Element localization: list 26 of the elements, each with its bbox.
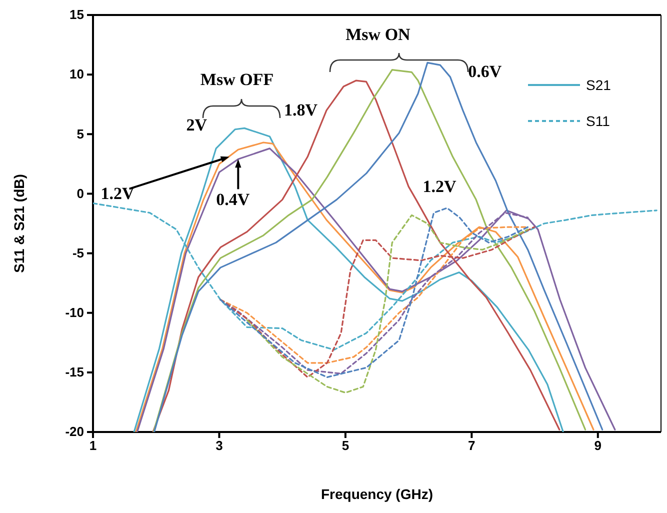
y-tick-label: -20 — [65, 424, 84, 440]
annotation: Msw ON — [346, 25, 412, 44]
x-tick-label: 1 — [89, 438, 97, 454]
y-tick-label: -15 — [65, 364, 84, 380]
y-tick-label: -10 — [65, 305, 84, 320]
x-axis-title: Frequency (GHz) — [320, 486, 434, 502]
x-tick-label: 7 — [468, 438, 476, 454]
y-tick-label: 10 — [70, 66, 84, 82]
annotation: 1.8V — [284, 100, 318, 120]
line-series — [246, 214, 529, 394]
annotation: 0.6V — [468, 62, 502, 82]
y-axis-title: S11 & S21 (dB) — [11, 174, 27, 273]
x-tick-label: 9 — [594, 438, 602, 454]
y-tick-label: -5 — [72, 245, 84, 260]
y-tick-label: 0 — [76, 186, 84, 201]
annotation: 1.2V — [100, 184, 136, 203]
annotation: 0.4V — [216, 190, 250, 210]
x-tick-label: 5 — [342, 438, 350, 454]
legend-label: S21 — [586, 77, 612, 93]
y-tick-label: 5 — [76, 126, 84, 142]
legend-label: S11 — [586, 113, 610, 129]
y-tick-label: 15 — [70, 7, 84, 22]
annotation: Msw OFF — [200, 70, 274, 89]
annotation: 2V — [186, 115, 208, 134]
annotation: 1.2V — [422, 176, 457, 196]
x-tick-label: 3 — [216, 438, 223, 454]
